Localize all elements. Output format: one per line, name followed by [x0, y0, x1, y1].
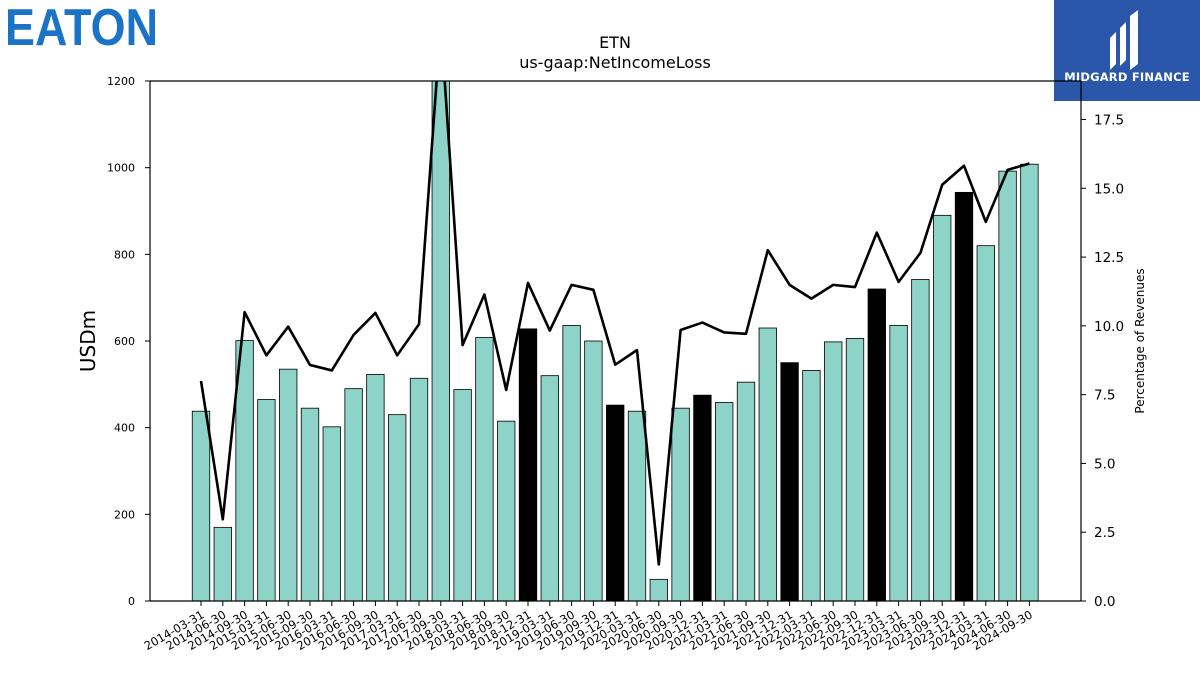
y-tick-label: 1200: [107, 75, 135, 88]
y-tick-label: 1000: [107, 162, 135, 175]
bar: [475, 337, 494, 601]
bar: [627, 410, 647, 601]
bar: [606, 404, 625, 601]
bar: [453, 389, 472, 601]
bar: [257, 399, 276, 601]
y-right-tick-label: 7.5: [1094, 388, 1115, 404]
bar: [758, 327, 777, 601]
bar: [649, 578, 668, 601]
bar: [562, 324, 581, 601]
bar: [671, 407, 690, 601]
bar: [736, 381, 756, 601]
bar: [213, 526, 232, 601]
bar: [867, 288, 886, 601]
bar: [911, 279, 930, 601]
bar: [845, 337, 865, 601]
bar: [540, 375, 559, 601]
bar: [518, 328, 538, 601]
percentage-line: [199, 81, 1030, 566]
plot-area: [191, 81, 1039, 601]
y-tick-label: 800: [114, 248, 135, 261]
y-right-tick-label: 5.0: [1094, 456, 1115, 472]
midgard-finance-logo: MIDGARD FINANCE: [1054, 0, 1200, 101]
bar: [191, 410, 211, 601]
y-axis-label: USDm: [76, 310, 100, 372]
midgard-finance-name: MIDGARD FINANCE: [1064, 70, 1190, 84]
bar: [715, 402, 734, 601]
bar: [584, 340, 603, 601]
y-tick-label: 400: [114, 422, 135, 435]
bar: [409, 377, 429, 601]
bar: [300, 407, 320, 601]
y-right-tick-label: 12.5: [1094, 250, 1124, 266]
bar: [933, 214, 952, 601]
y-tick-label: 0: [128, 595, 135, 608]
bar: [802, 370, 821, 601]
y-tick-label: 200: [114, 508, 135, 521]
y-right-tick-label: 2.5: [1094, 525, 1115, 541]
y-right-axis-label: Percentage of Revenues: [1133, 268, 1147, 413]
bar: [1020, 163, 1039, 601]
bar: [366, 373, 385, 601]
bar: [998, 170, 1017, 601]
y-right-tick-label: 10.0: [1094, 319, 1124, 335]
bar: [976, 245, 995, 601]
bar: [322, 426, 341, 601]
midgard-emblem-icon: [1110, 10, 1138, 70]
y-right-tick-label: 17.5: [1094, 113, 1124, 129]
y-right-tick-label: 0.0: [1094, 594, 1115, 610]
bar: [824, 341, 843, 601]
bar: [279, 368, 298, 601]
chart-title: ETN: [599, 33, 631, 52]
bar: [693, 394, 712, 601]
bar: [388, 414, 407, 601]
chart-subtitle: us-gaap:NetIncomeLoss: [519, 53, 711, 72]
bar: [497, 420, 516, 601]
bar: [780, 362, 799, 601]
bar: [431, 81, 450, 601]
y-tick-label: 600: [114, 335, 135, 348]
y-right-tick-label: 15.0: [1094, 181, 1124, 197]
bar: [235, 340, 254, 601]
bar: [344, 388, 363, 601]
bar: [889, 324, 908, 601]
bar: [954, 191, 974, 601]
